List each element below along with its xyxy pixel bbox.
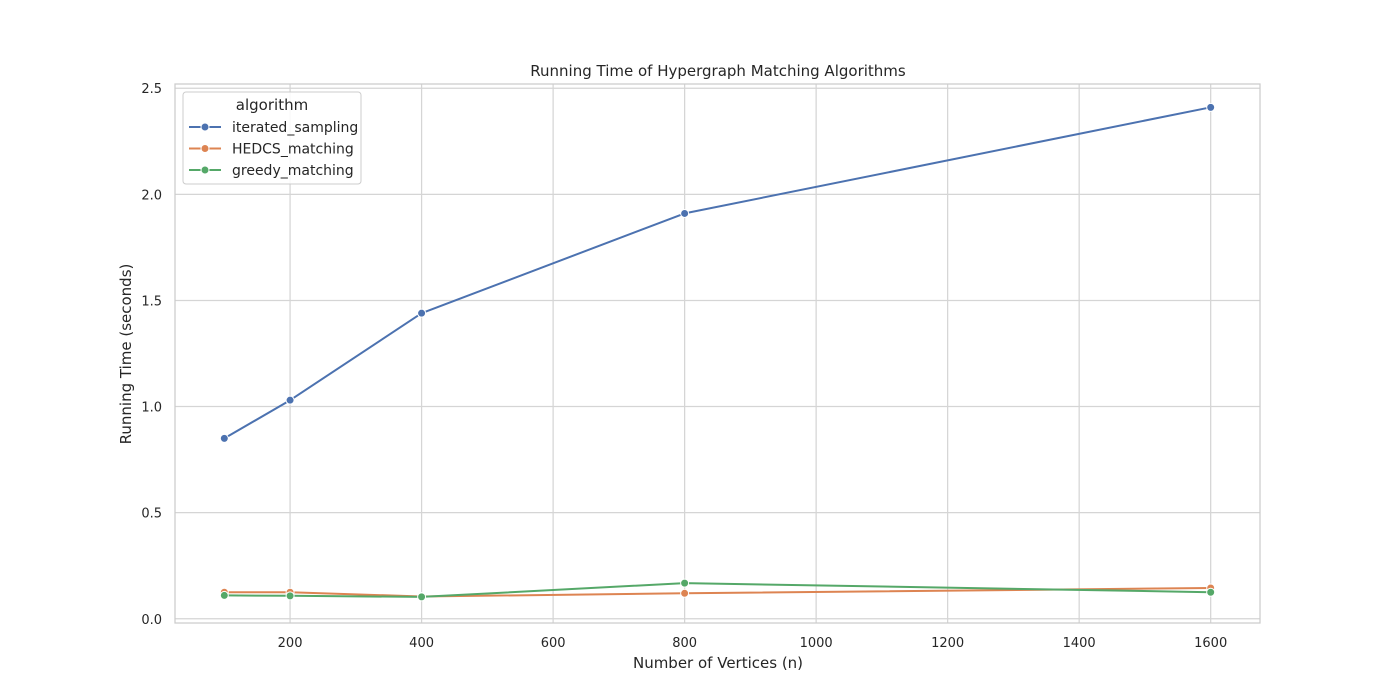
data-point-greedy_matching bbox=[417, 592, 427, 602]
x-tick-label: 1400 bbox=[1063, 636, 1096, 651]
legend-label-greedy_matching: greedy_matching bbox=[232, 163, 354, 179]
x-tick-labels: 200 400 600 800 1000 1200 1400 1600 bbox=[278, 636, 1228, 651]
x-axis-title: Number of Vertices (n) bbox=[633, 654, 803, 672]
data-point-iterated_sampling bbox=[417, 308, 427, 318]
y-tick-label: 1.0 bbox=[141, 401, 162, 416]
data-point-iterated_sampling bbox=[1206, 102, 1216, 112]
x-tick-label: 200 bbox=[278, 636, 303, 651]
data-point-greedy_matching bbox=[1206, 587, 1216, 597]
grid-lines bbox=[175, 84, 1260, 623]
series-line-iterated_sampling bbox=[223, 106, 1212, 440]
series-greedy_matching bbox=[219, 578, 1216, 602]
data-point-iterated_sampling bbox=[285, 395, 295, 405]
x-tick-label: 1600 bbox=[1194, 636, 1227, 651]
x-tick-label: 400 bbox=[409, 636, 434, 651]
legend-box bbox=[182, 91, 362, 185]
x-tick-label: 600 bbox=[541, 636, 566, 651]
legend-title: algorithm bbox=[236, 96, 308, 114]
y-tick-label: 2.5 bbox=[141, 82, 162, 97]
data-point-greedy_matching bbox=[219, 590, 229, 600]
data-point-iterated_sampling bbox=[219, 433, 229, 443]
series-group bbox=[219, 102, 1216, 602]
y-tick-label: 2.0 bbox=[141, 188, 162, 203]
data-point-greedy_matching bbox=[680, 578, 690, 588]
x-tick-label: 800 bbox=[672, 636, 697, 651]
legend-label-HEDCS_matching: HEDCS_matching bbox=[232, 142, 354, 158]
y-tick-label: 1.5 bbox=[141, 294, 162, 309]
chart-title: Running Time of Hypergraph Matching Algo… bbox=[530, 62, 906, 80]
legend-marker-iterated_sampling bbox=[200, 122, 210, 132]
legend-marker-greedy_matching bbox=[200, 165, 210, 175]
plot-frame bbox=[174, 83, 1261, 624]
legend-marker-HEDCS_matching bbox=[200, 144, 210, 153]
series-HEDCS_matching bbox=[219, 583, 1216, 601]
x-tick-label: 1000 bbox=[800, 636, 833, 651]
legend-items: iterated_sampling HEDCS_matching greedy_ma… bbox=[189, 120, 358, 179]
y-tick-label: 0.5 bbox=[141, 507, 162, 522]
data-point-greedy_matching bbox=[285, 591, 295, 601]
y-tick-labels: 0.0 0.5 1.0 1.5 2.0 2.5 bbox=[141, 82, 162, 628]
y-axis-title: Running Time (seconds) bbox=[117, 264, 135, 445]
legend-label-iterated_sampling: iterated_sampling bbox=[232, 120, 358, 136]
x-tick-label: 1200 bbox=[931, 636, 964, 651]
data-point-HEDCS_matching bbox=[680, 588, 690, 598]
series-iterated_sampling bbox=[219, 102, 1216, 443]
y-tick-label: 0.0 bbox=[141, 613, 162, 628]
legend: algorithm iterated_sampling HEDCS_matchin… bbox=[182, 91, 362, 185]
data-point-iterated_sampling bbox=[680, 208, 690, 218]
